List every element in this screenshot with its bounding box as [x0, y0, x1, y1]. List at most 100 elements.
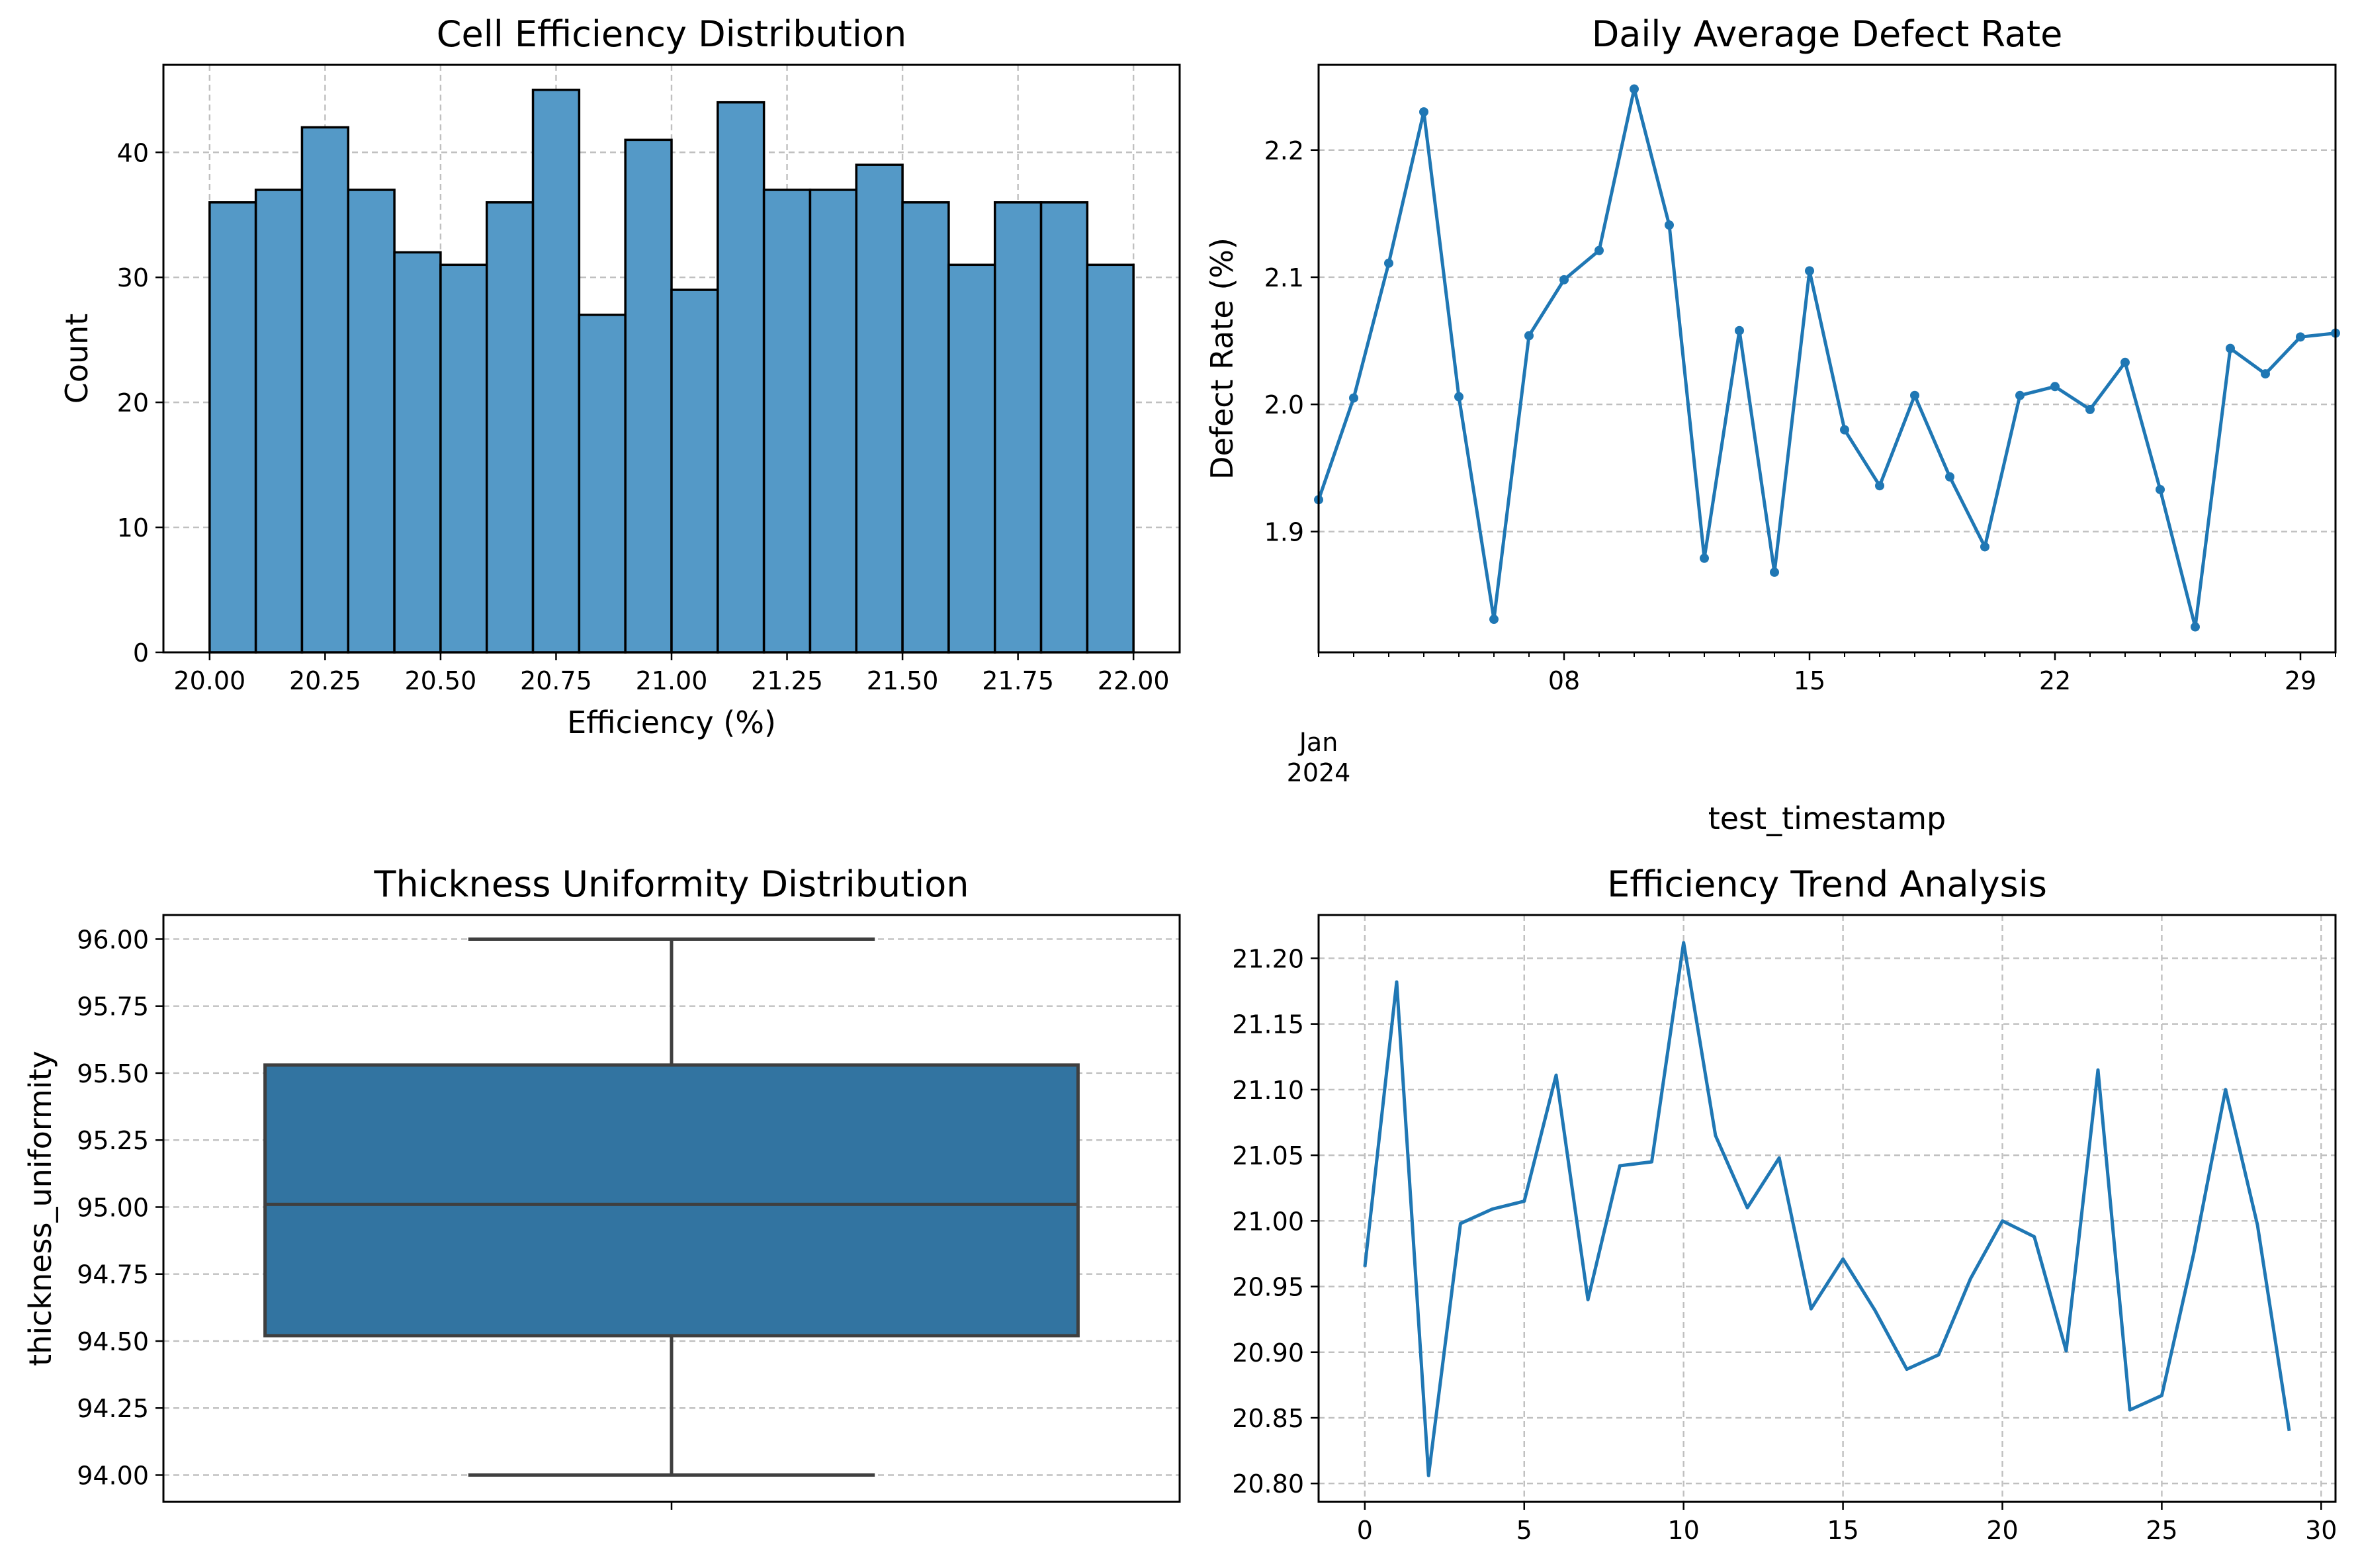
- x-tick-label: 20.50: [405, 666, 477, 695]
- histogram-bar: [901, 201, 950, 654]
- histogram-bar: [855, 163, 904, 654]
- x-tick-label: 5: [1516, 1516, 1532, 1545]
- data-point: [1419, 107, 1428, 117]
- y-tick-label: 10: [117, 513, 149, 543]
- x-axis-year-label: 2024: [1287, 758, 1351, 787]
- x-tick-label: 30: [2305, 1516, 2337, 1545]
- y-tick-label: 2.0: [1264, 390, 1304, 419]
- data-point: [1700, 553, 1709, 563]
- plot-marks: [1363, 941, 2291, 1477]
- y-tick-label: 95.00: [77, 1193, 149, 1222]
- y-tick-label: 20: [117, 388, 149, 417]
- data-point: [1980, 542, 1989, 552]
- histogram-bar: [300, 126, 350, 654]
- data-point: [1945, 472, 1954, 482]
- y-tick-label: 20.95: [1232, 1273, 1304, 1302]
- data-point: [2120, 357, 2130, 367]
- x-axis-label: test_timestamp: [1708, 801, 1946, 836]
- y-tick-label: 21.00: [1232, 1207, 1304, 1236]
- chart-title: Cell Efficiency Distribution: [437, 13, 906, 55]
- y-axis-ticks: 20.80 20.85 20.90 20.95 21.00 21.05 21.10 21.15…: [1232, 944, 1319, 1499]
- data-point: [2156, 484, 2165, 494]
- y-axis-ticks: 0 10 20 30 40: [117, 138, 163, 668]
- efficiency-trend-panel: 0 5 10 15 20 25 30 20.80 20.85 20.90 20.95 21.00 21…: [1232, 863, 2337, 1545]
- y-tick-label: 21.05: [1232, 1141, 1304, 1170]
- x-tick-label: 15: [1794, 666, 1825, 695]
- histogram-bar: [439, 263, 488, 654]
- thickness-boxplot-panel: 94.00 94.25 94.50 94.75 95.00 95.25 95.50 95.75…: [22, 863, 1181, 1510]
- y-tick-label: 21.20: [1232, 944, 1304, 973]
- y-tick-label: 21.10: [1232, 1076, 1304, 1105]
- histogram-bar: [947, 263, 996, 654]
- data-point: [1524, 331, 1534, 341]
- histogram-bar: [347, 189, 396, 654]
- y-tick-label: 94.25: [77, 1394, 149, 1423]
- y-axis-ticks: 94.00 94.25 94.50 94.75 95.00 95.25 95.50 95.75…: [77, 925, 163, 1490]
- data-point: [1770, 567, 1779, 577]
- data-point: [1840, 425, 1849, 435]
- iqr-box: [263, 1063, 1080, 1338]
- data-point: [1384, 258, 1393, 268]
- chart-title: Thickness Uniformity Distribution: [373, 863, 969, 905]
- grid: [1319, 915, 2336, 1502]
- y-tick-label: 40: [117, 138, 149, 167]
- x-axis-ticks: 08 15 22 29: [1318, 652, 2336, 695]
- x-tick-label: 20.75: [520, 666, 592, 695]
- x-tick-label: 22.00: [1098, 666, 1170, 695]
- axes-frame: [1317, 914, 2337, 1503]
- data-point: [2226, 343, 2235, 353]
- data-point: [2191, 622, 2200, 632]
- histogram-bar: [531, 89, 581, 654]
- data-point: [2050, 382, 2060, 392]
- y-tick-label: 94.00: [77, 1461, 149, 1490]
- data-point: [1349, 393, 1358, 403]
- histogram-bar: [670, 288, 719, 654]
- x-axis-ticks: 0 5 10 15 20 25 30: [1357, 1502, 2337, 1545]
- efficiency-trend-line: [1363, 941, 2291, 1477]
- data-point: [2085, 404, 2095, 414]
- x-tick-label: 21.50: [867, 666, 939, 695]
- y-tick-label: 2.1: [1264, 263, 1304, 292]
- y-tick-label: 20.85: [1232, 1404, 1304, 1433]
- data-point: [2015, 390, 2025, 400]
- histogram-bar: [208, 201, 257, 654]
- y-tick-label: 20.90: [1232, 1338, 1304, 1368]
- data-point: [1875, 481, 1884, 491]
- chart-title: Daily Average Defect Rate: [1592, 13, 2063, 55]
- x-tick-label: 08: [1548, 666, 1580, 695]
- histogram-bar: [624, 138, 673, 654]
- data-point: [1630, 84, 1639, 94]
- y-axis-label: Count: [59, 314, 95, 404]
- x-tick-label: 29: [2285, 666, 2316, 695]
- data-point: [1910, 390, 1919, 400]
- y-tick-label: 30: [117, 263, 149, 292]
- histogram-bar: [808, 189, 858, 654]
- histogram-bar: [762, 189, 812, 654]
- y-tick-label: 21.15: [1232, 1010, 1304, 1039]
- y-tick-label: 95.75: [77, 992, 149, 1022]
- histogram-bar: [485, 201, 535, 654]
- data-point: [1594, 245, 1604, 255]
- defect-rate-line: [1317, 87, 2336, 629]
- x-tick-label: 15: [1827, 1516, 1858, 1545]
- chart-title: Efficiency Trend Analysis: [1607, 863, 2047, 905]
- x-tick-label: 20.25: [289, 666, 361, 695]
- data-point: [2296, 332, 2305, 342]
- plot-marks: [208, 89, 1135, 654]
- data-point: [1559, 275, 1569, 284]
- axes-frame: [1317, 64, 2337, 654]
- histogram-bar: [254, 189, 304, 654]
- x-axis-month-label: Jan: [1298, 728, 1338, 757]
- histogram-bar: [717, 101, 765, 654]
- histogram-bar: [993, 201, 1043, 654]
- histogram-bar: [578, 314, 627, 654]
- axes-frame: [162, 914, 1181, 1503]
- x-tick-label: 20: [1986, 1516, 2018, 1545]
- y-axis-label: Defect Rate (%): [1204, 238, 1240, 480]
- efficiency-histogram-panel: 20.00 20.25 20.50 20.75 21.00 21.25 21.50 21.75…: [59, 13, 1181, 740]
- x-tick-label: 20.00: [173, 666, 245, 695]
- y-axis-label: thickness_uniformity: [22, 1051, 58, 1366]
- y-tick-label: 94.75: [77, 1260, 149, 1289]
- y-tick-label: 0: [133, 638, 149, 668]
